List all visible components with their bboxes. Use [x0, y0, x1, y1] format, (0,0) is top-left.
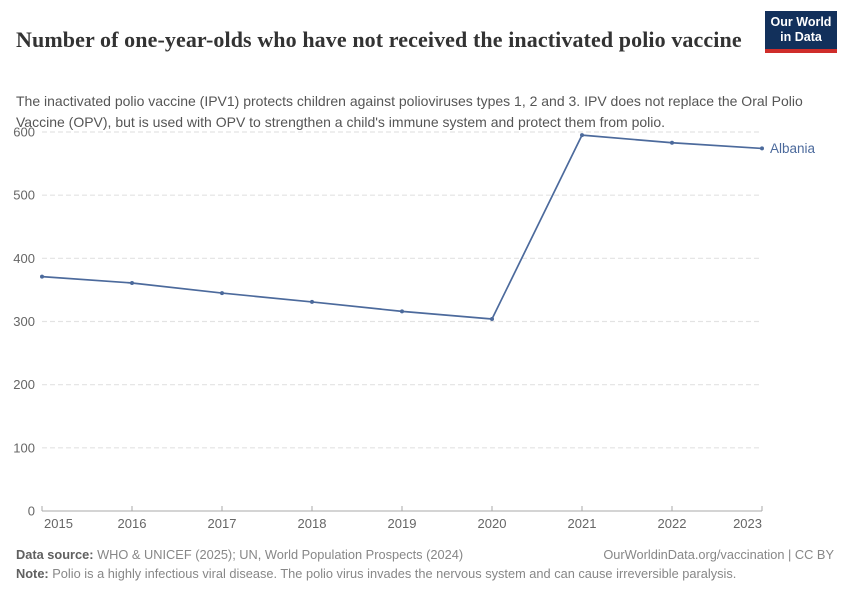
y-axis-tick-label: 100 [13, 440, 35, 455]
data-point [400, 309, 404, 314]
y-axis-tick-label: 200 [13, 377, 35, 392]
data-point [760, 146, 764, 151]
owid-logo: Our World in Data [765, 11, 837, 53]
data-source-line: Data source: WHO & UNICEF (2025); UN, Wo… [16, 546, 463, 565]
x-axis-tick-label: 2020 [478, 516, 507, 531]
chart-subtitle: The inactivated polio vaccine (IPV1) pro… [16, 93, 803, 130]
y-axis-tick-label: 400 [13, 251, 35, 266]
owid-logo-line2: in Data [780, 30, 822, 44]
y-axis-tick-label: 300 [13, 314, 35, 329]
data-source-label: Data source: [16, 547, 94, 562]
y-axis-tick-label: 600 [13, 125, 35, 140]
series-end-label: Albania [770, 141, 816, 156]
x-axis-tick-label: 2021 [568, 516, 597, 531]
x-axis-tick-label: 2023 [733, 516, 762, 531]
note-label: Note: [16, 565, 49, 581]
data-line [41, 134, 763, 320]
note-text: Polio is a highly infectious viral disea… [52, 565, 737, 581]
data-point [670, 140, 674, 145]
footer-note-row: Note: Polio is a highly infectious viral… [16, 565, 834, 584]
x-axis-tick-label: 2018 [298, 516, 327, 531]
data-point [130, 280, 134, 285]
data-point [490, 316, 494, 321]
data-point [310, 299, 314, 304]
x-axis-tick-label: 2016 [118, 516, 147, 531]
x-axis-tick-label: 2022 [658, 516, 687, 531]
credit-link[interactable]: OurWorldinData.org/vaccination | CC BY [603, 547, 834, 562]
footer-source-row: Data source: WHO & UNICEF (2025); UN, Wo… [16, 546, 834, 565]
x-axis-tick-label: 2017 [208, 516, 237, 531]
x-axis-tick-label: 2019 [388, 516, 417, 531]
y-axis-tick-label: 0 [28, 504, 35, 519]
data-source-text: WHO & UNICEF (2025); UN, World Populatio… [97, 547, 464, 562]
x-axis-tick-label: 2015 [44, 516, 73, 531]
chart-footer: Data source: WHO & UNICEF (2025); UN, Wo… [16, 546, 834, 583]
owid-logo-text: Our World in Data [771, 15, 832, 45]
line-chart: 0 100 200 300 400 500 600 2015 2016 2017 2018 2019 2… [13, 125, 816, 532]
data-point [580, 133, 584, 138]
chart-title: Number of one-year-olds who have not rec… [16, 26, 742, 52]
owid-logo-line1: Our World [770, 15, 832, 30]
data-point [220, 291, 224, 296]
y-axis-tick-label: 500 [13, 188, 35, 203]
data-point [40, 274, 44, 279]
